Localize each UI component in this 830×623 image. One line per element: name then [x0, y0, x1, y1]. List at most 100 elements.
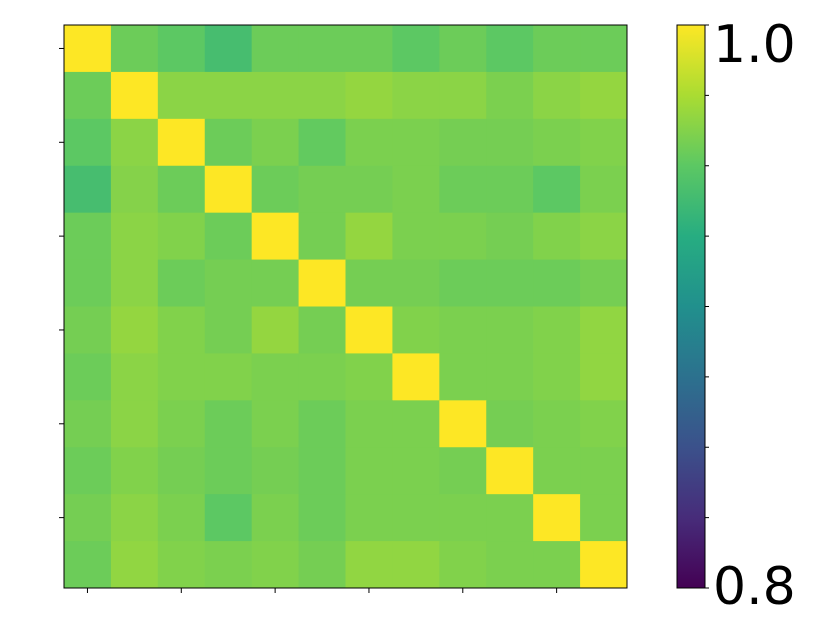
heatmap-cell	[439, 71, 487, 120]
heatmap-cell	[345, 400, 393, 448]
heatmap-cell	[392, 118, 440, 167]
heatmap-cell	[345, 165, 393, 214]
heatmap-cell	[251, 541, 300, 589]
heatmap-cell	[580, 212, 628, 261]
heatmap-cell	[204, 353, 253, 401]
heatmap-cell	[580, 353, 628, 401]
heatmap-cell	[486, 212, 534, 261]
heatmap-cell	[580, 118, 628, 167]
heatmap-cell	[345, 259, 393, 307]
heatmap-cell	[345, 212, 393, 261]
heatmap-cell	[486, 494, 534, 542]
heatmap-cell	[345, 306, 393, 354]
heatmap-cell	[157, 259, 206, 307]
heatmap-cell	[533, 306, 581, 354]
heatmap-cell	[439, 400, 487, 448]
heatmap-cell	[64, 447, 112, 495]
heatmap-cell	[157, 447, 206, 495]
heatmap-cell	[439, 353, 487, 401]
heatmap-cell	[345, 353, 393, 401]
heatmap-cell	[439, 306, 487, 354]
heatmap-cell	[110, 447, 159, 495]
heatmap-cell	[298, 71, 346, 120]
x-axis-ticks	[86, 588, 558, 593]
heatmap-cell	[533, 71, 581, 120]
heatmap-cell	[345, 118, 393, 167]
heatmap-cell	[251, 400, 300, 448]
heatmap-cell	[64, 494, 112, 542]
heatmap-cell	[251, 71, 300, 120]
colorbar-min-label: 0.8	[713, 557, 796, 617]
heatmap-cell	[157, 494, 206, 542]
heatmap-cell	[392, 212, 440, 261]
heatmap-cell	[64, 212, 112, 261]
heatmap-cell	[110, 259, 159, 307]
heatmap-cell	[533, 259, 581, 307]
heatmap-cell	[251, 306, 300, 354]
heatmap-cell	[251, 212, 300, 261]
heatmap-cell	[486, 165, 534, 214]
heatmap-cell	[533, 212, 581, 261]
heatmap-cell	[110, 71, 159, 120]
heatmap-cell	[64, 541, 112, 589]
heatmap-cell	[251, 259, 300, 307]
y-axis-ticks	[59, 47, 64, 519]
heatmap-cell	[64, 71, 112, 120]
heatmap-cell	[439, 447, 487, 495]
heatmap-cell	[157, 212, 206, 261]
heatmap-cell	[580, 25, 628, 73]
heatmap-cell	[392, 541, 440, 589]
heatmap-cell	[486, 118, 534, 167]
heatmap-cell	[64, 306, 112, 354]
heatmap-cell	[580, 494, 628, 542]
heatmap-cell	[204, 494, 253, 542]
heatmap-cell	[486, 400, 534, 448]
heatmap-cell	[110, 118, 159, 167]
heatmap-cell	[392, 259, 440, 307]
heatmap-cell	[298, 165, 346, 214]
heatmap-cell	[204, 165, 253, 214]
heatmap-cell	[439, 541, 487, 589]
heatmap-cell	[204, 259, 253, 307]
heatmap-cell	[204, 447, 253, 495]
heatmap-cell	[439, 212, 487, 261]
heatmap-cell	[392, 165, 440, 214]
heatmap-cell	[157, 353, 206, 401]
heatmap-cell	[439, 494, 487, 542]
heatmap-cell	[204, 25, 253, 73]
heatmap-cell	[486, 71, 534, 120]
heatmap-cell	[439, 25, 487, 73]
heatmap-cell	[157, 118, 206, 167]
heatmap-cell	[533, 353, 581, 401]
heatmap-cell	[533, 400, 581, 448]
heatmap-cell	[533, 494, 581, 542]
heatmap-cell	[486, 259, 534, 307]
heatmap-cell	[392, 25, 440, 73]
heatmap-cell	[64, 165, 112, 214]
heatmap-cell	[580, 71, 628, 120]
heatmap-cell	[110, 25, 159, 73]
heatmap-cell	[64, 400, 112, 448]
heatmap-cell	[392, 71, 440, 120]
heatmap-cell	[157, 306, 206, 354]
heatmap-cell	[345, 494, 393, 542]
heatmap-cell	[157, 71, 206, 120]
heatmap-cell	[64, 353, 112, 401]
heatmap-cell	[251, 25, 300, 73]
heatmap-cell	[251, 118, 300, 167]
heatmap-cell	[298, 306, 346, 354]
heatmap-cell	[533, 541, 581, 589]
heatmap-cell	[439, 259, 487, 307]
heatmap-cell	[392, 447, 440, 495]
heatmap-cell	[486, 541, 534, 589]
heatmap-cell	[110, 541, 159, 589]
heatmap-cell	[580, 306, 628, 354]
heatmap-cell	[533, 25, 581, 73]
heatmap-cell	[392, 494, 440, 542]
heatmap-frame	[63, 24, 628, 589]
heatmap-cell	[110, 165, 159, 214]
heatmap-cell	[298, 212, 346, 261]
heatmap-cell	[251, 494, 300, 542]
heatmap-cell	[251, 447, 300, 495]
